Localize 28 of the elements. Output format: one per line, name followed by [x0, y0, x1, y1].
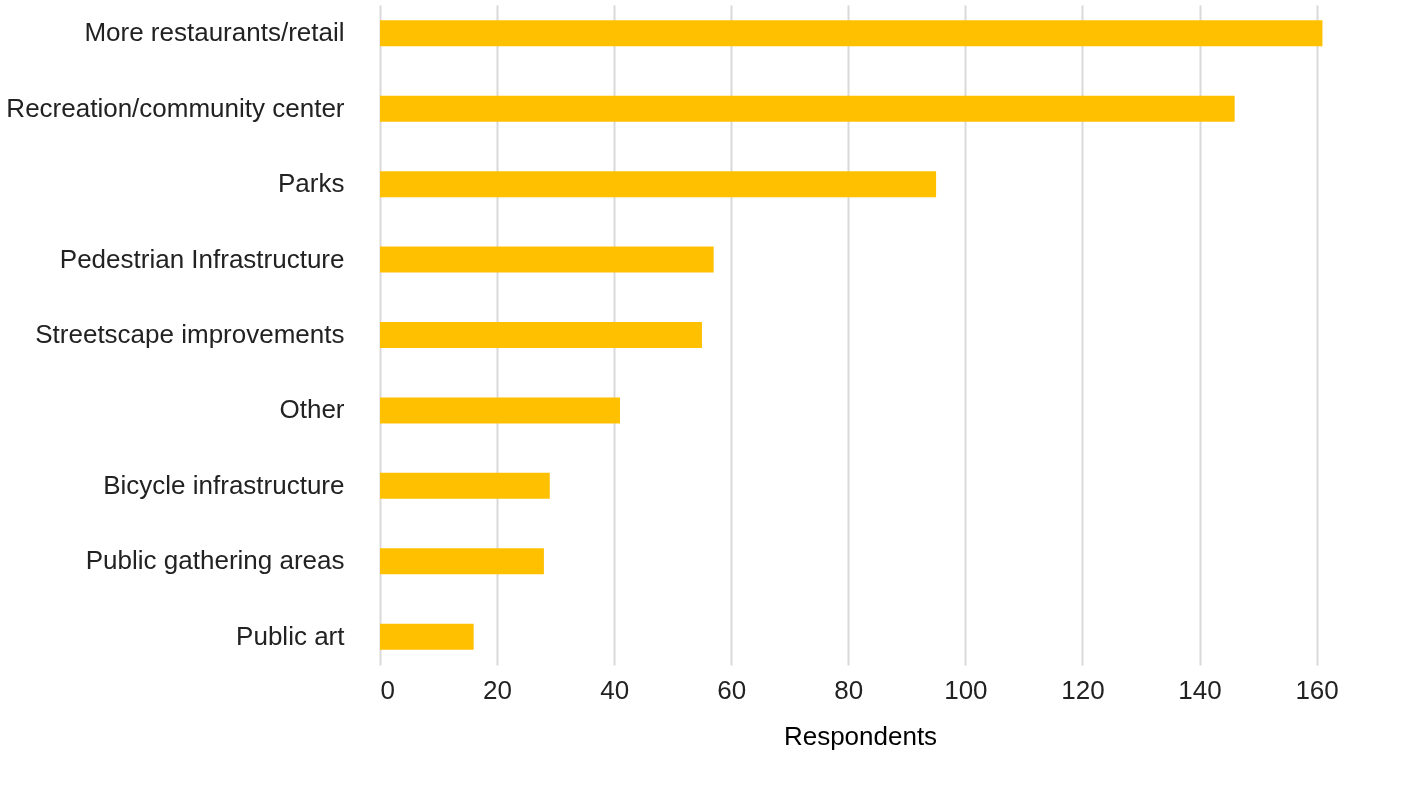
x-tick-label: 120 [1061, 674, 1105, 705]
bar [380, 397, 620, 424]
x-tick-label: 20 [483, 674, 513, 705]
bar [380, 20, 1323, 47]
x-tick-label: 140 [1178, 674, 1222, 705]
x-tick-label: 100 [944, 674, 988, 705]
bar [380, 472, 550, 499]
bar [380, 623, 474, 650]
bar [380, 322, 702, 348]
x-tick-label: 60 [717, 674, 747, 705]
bar [380, 548, 544, 575]
y-tick-label: More restaurants/retail [84, 17, 345, 48]
y-tick-label: Parks [278, 168, 345, 199]
x-axis-title: Respondents [783, 720, 938, 751]
bar [380, 246, 714, 273]
x-tick-label: 80 [834, 674, 864, 705]
x-tick-label: 160 [1295, 674, 1339, 705]
x-tick-label: 40 [600, 674, 630, 705]
y-tick-label: Public art [236, 620, 346, 651]
y-tick-label: Public gathering areas [85, 545, 345, 576]
y-tick-label: Other [279, 394, 345, 425]
y-tick-label: Bicycle infrastructure [103, 469, 345, 500]
y-tick-label: Pedestrian Infrastructure [59, 243, 345, 274]
y-tick-label: Recreation/community center [6, 92, 345, 123]
y-tick-label: Streetscape improvements [35, 319, 345, 349]
x-tick-label: 0 [380, 674, 395, 705]
bar [380, 171, 937, 198]
bar [380, 95, 1235, 122]
